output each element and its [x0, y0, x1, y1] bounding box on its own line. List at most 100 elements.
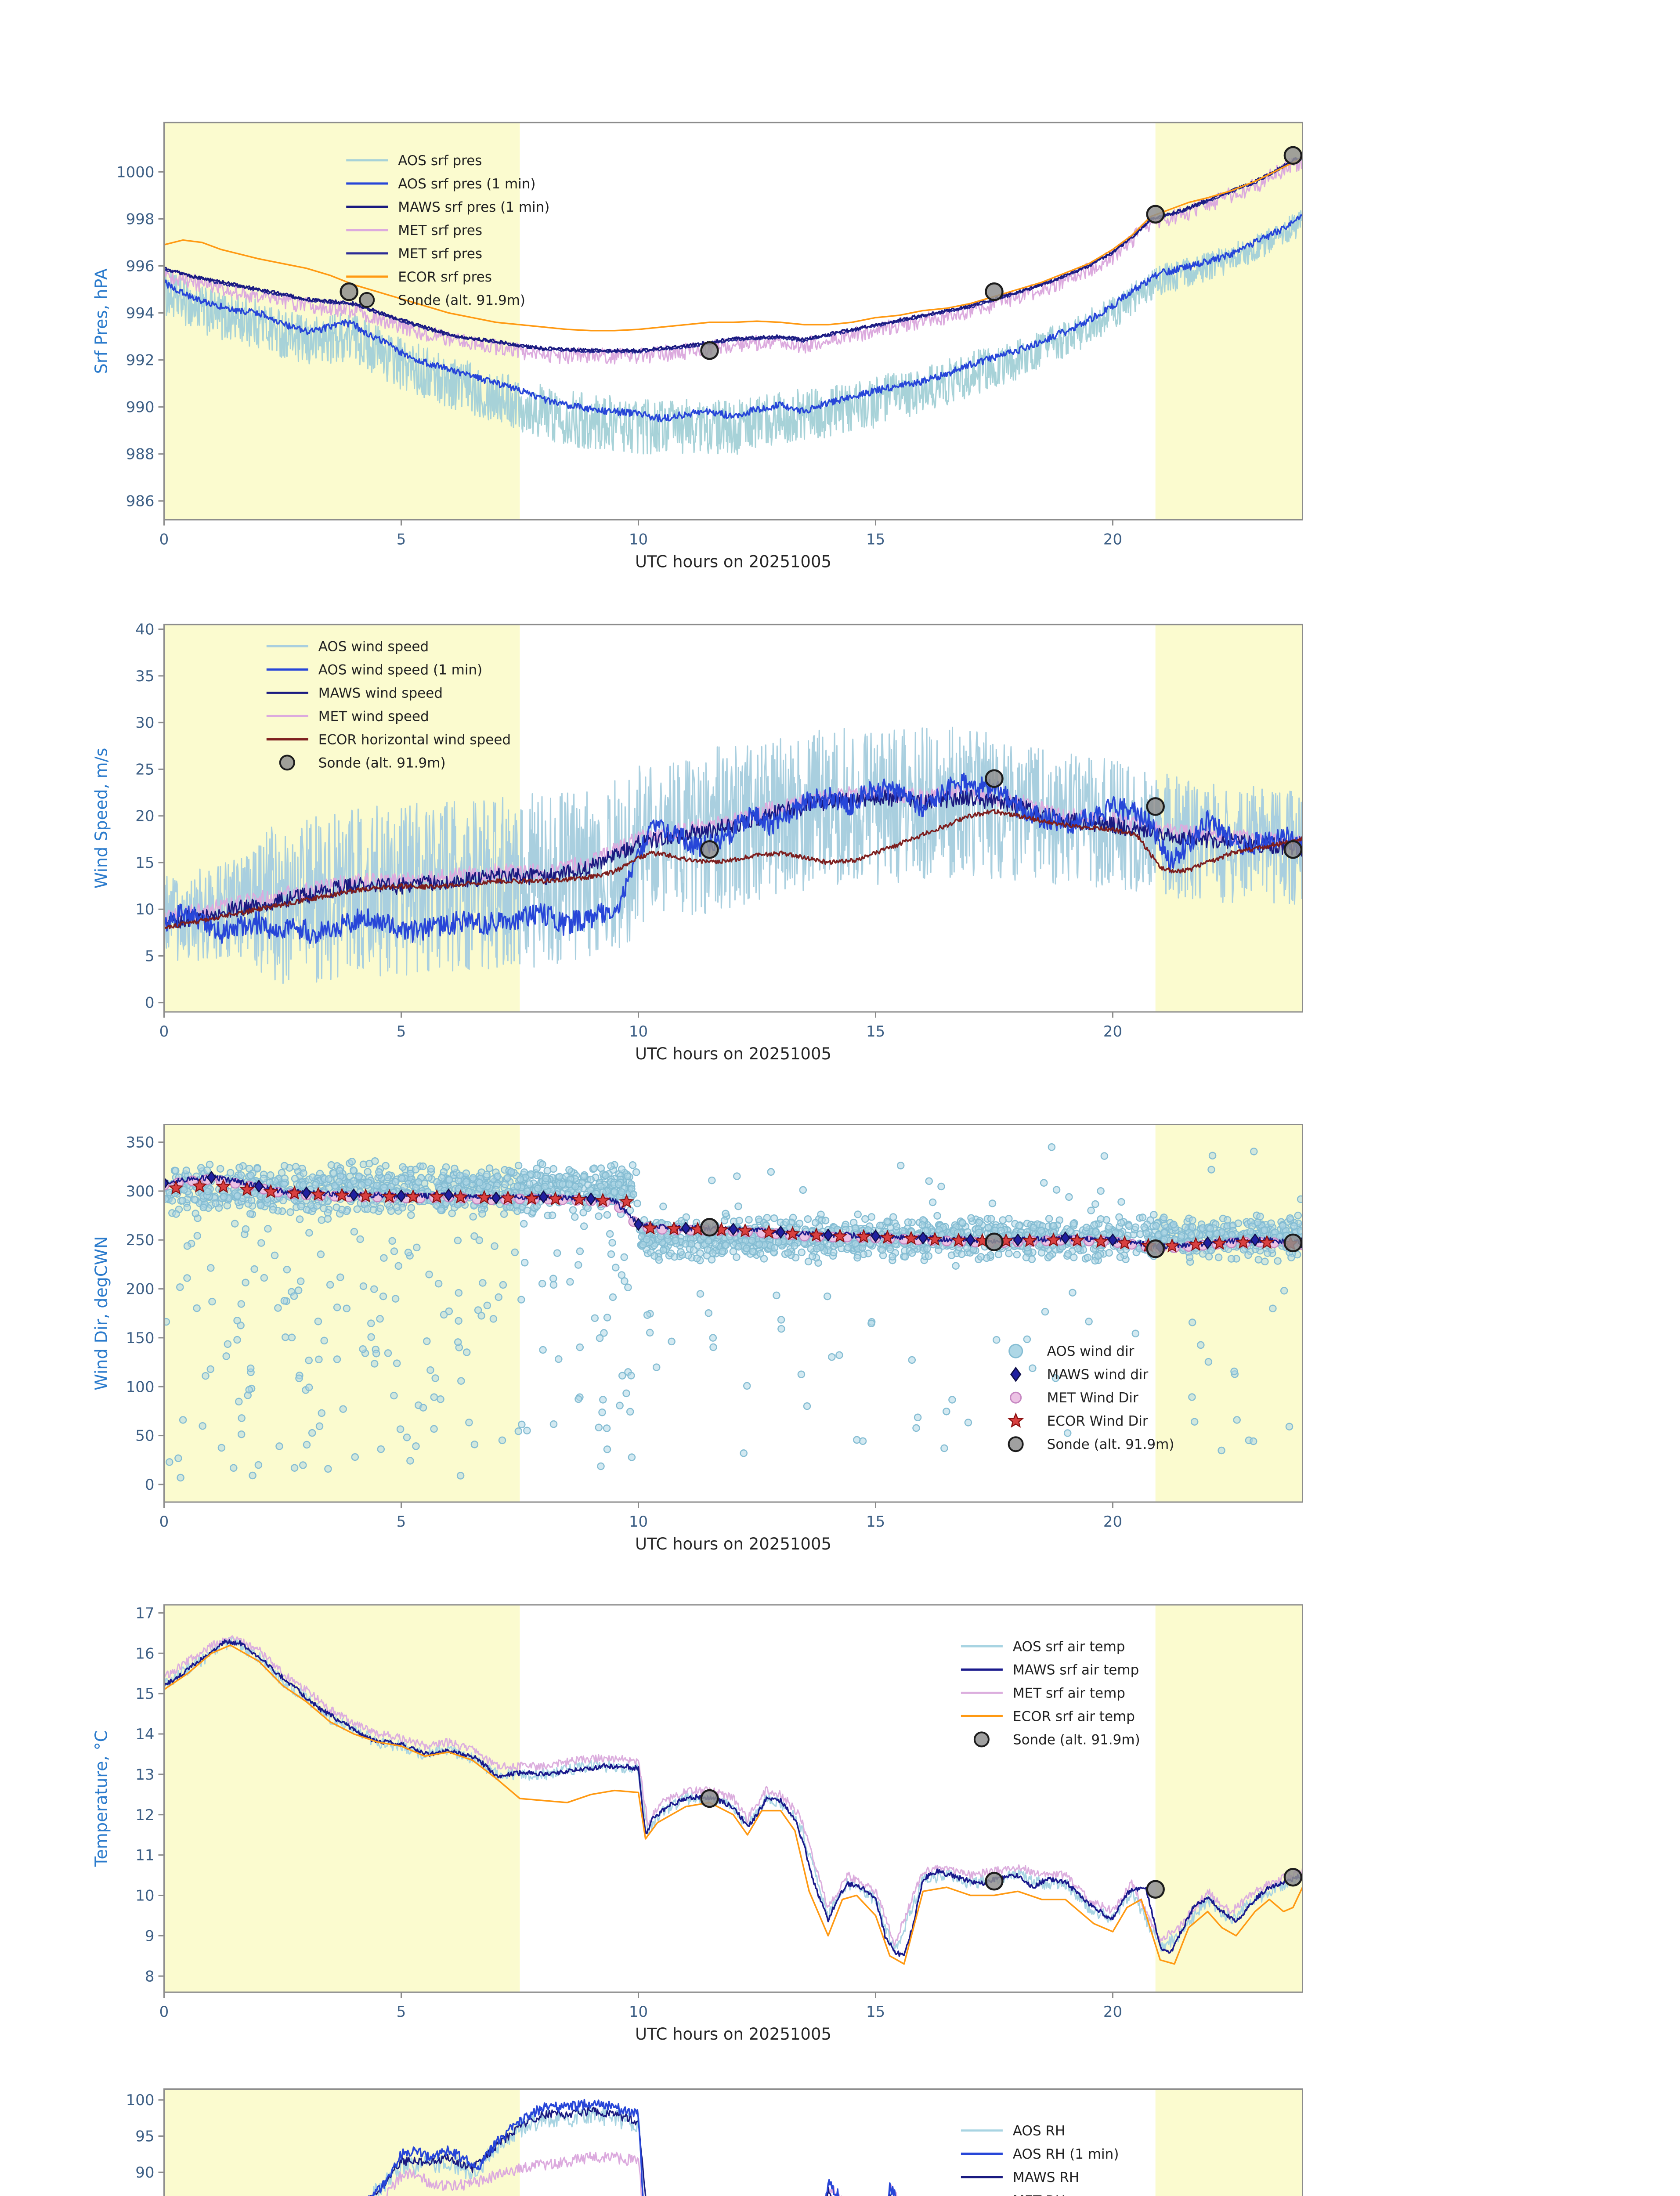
marker-circle	[350, 1228, 358, 1236]
marker-circle	[1190, 1418, 1199, 1426]
marker-circle	[622, 1389, 630, 1398]
marker-circle	[359, 1160, 368, 1169]
marker-circle	[430, 1393, 438, 1401]
marker-circle	[760, 1255, 768, 1263]
x-tick-label: 20	[1103, 1513, 1122, 1531]
chart-panel-relative-humidity: 0510152050556065707580859095100UTC hours…	[92, 2088, 1303, 2196]
marker-circle	[164, 1318, 170, 1326]
marker-circle	[379, 1292, 387, 1300]
marker-circle	[659, 1246, 668, 1254]
marker-circle	[475, 1236, 484, 1244]
marker-circle	[264, 1225, 272, 1233]
legend: AOS wind dir MAWS wind dir MET Wind Dir ECO…	[1008, 1344, 1174, 1452]
marker-circle	[350, 1177, 358, 1185]
marker-circle	[403, 1434, 411, 1441]
marker-circle	[1022, 1253, 1030, 1261]
marker-circle	[363, 1205, 372, 1213]
marker-circle	[358, 1181, 366, 1189]
marker-circle	[320, 1204, 328, 1213]
legend-sonde-glyph	[279, 755, 295, 771]
marker-circle	[305, 1356, 313, 1365]
marker-circle	[280, 1297, 289, 1305]
marker-circle	[392, 1178, 400, 1186]
marker-circle	[904, 1218, 912, 1226]
marker-circle	[349, 1166, 358, 1174]
marker-circle	[233, 1336, 241, 1344]
marker-circle	[770, 1244, 779, 1252]
marker-circle	[370, 1285, 378, 1293]
marker-circle	[183, 1203, 191, 1212]
marker-circle	[624, 1283, 632, 1292]
marker-circle	[380, 1254, 388, 1262]
marker-circle	[230, 1464, 238, 1472]
marker-circle	[1131, 1223, 1140, 1231]
marker-circle	[722, 1241, 730, 1249]
marker-circle	[257, 1239, 265, 1247]
marker-circle	[1197, 1341, 1205, 1349]
marker-circle	[603, 1211, 611, 1219]
marker-circle	[523, 1206, 531, 1214]
marker-circle	[514, 1427, 523, 1435]
marker-circle	[288, 1333, 296, 1342]
marker-circle	[1287, 1253, 1295, 1261]
marker-circle	[864, 1226, 872, 1234]
marker-circle	[305, 1383, 313, 1391]
marker-circle	[1138, 1214, 1147, 1221]
marker-circle	[655, 1256, 663, 1264]
marker-circle	[709, 1334, 717, 1342]
marker-circle	[748, 1236, 756, 1245]
marker-circle	[425, 1271, 433, 1279]
marker-circle	[1223, 1216, 1232, 1224]
sonde-marker	[985, 769, 1004, 788]
marker-circle	[534, 1185, 542, 1192]
marker-circle	[254, 1461, 263, 1469]
marker-circle	[318, 1409, 326, 1417]
legend-label: MET srf air temp	[1013, 1685, 1125, 1701]
marker-circle	[929, 1198, 937, 1206]
marker-circle	[224, 1340, 232, 1348]
marker-circle	[923, 1245, 931, 1253]
marker-circle	[343, 1304, 351, 1312]
marker-circle	[359, 1282, 368, 1290]
plot-area	[164, 146, 1303, 455]
marker-circle	[774, 1238, 783, 1246]
marker-circle	[993, 1336, 1001, 1344]
marker-circle	[235, 1398, 243, 1406]
marker-circle	[553, 1249, 561, 1257]
y-tick-label: 10	[135, 1887, 154, 1905]
marker-circle	[174, 1454, 182, 1463]
marker-circle	[274, 1304, 282, 1312]
marker-circle	[388, 1237, 396, 1245]
marker-circle	[1261, 1257, 1269, 1266]
marker-circle	[520, 1259, 529, 1267]
marker-circle	[207, 1264, 215, 1272]
marker-circle	[889, 1213, 897, 1221]
marker-circle	[311, 1181, 319, 1189]
plot-area	[164, 1143, 1303, 1482]
marker-circle	[1023, 1335, 1031, 1344]
y-tick-label: 250	[126, 1232, 155, 1249]
marker-circle	[773, 1291, 780, 1300]
marker-circle	[1029, 1364, 1037, 1372]
marker-circle	[260, 1274, 268, 1282]
marker-circle	[440, 1311, 448, 1319]
axes-box	[163, 122, 1303, 520]
marker-circle	[1185, 1253, 1194, 1261]
marker-circle	[242, 1225, 250, 1233]
y-tick-label: 988	[126, 446, 155, 463]
marker-circle	[269, 1206, 277, 1214]
sonde-marker	[700, 1789, 719, 1808]
marker-circle	[445, 1307, 453, 1315]
marker-circle	[574, 1261, 582, 1269]
marker-circle	[525, 1180, 534, 1188]
y-tick-label: 14	[135, 1726, 154, 1743]
shaded-region	[1155, 1124, 1303, 1502]
y-tick-label: 150	[126, 1329, 155, 1347]
legend-label: MAWS srf pres (1 min)	[398, 199, 549, 215]
marker-circle	[770, 1214, 778, 1222]
marker-circle	[333, 1355, 341, 1363]
legend-label: AOS srf pres	[398, 153, 482, 169]
marker-circle	[1206, 1224, 1214, 1233]
marker-circle	[283, 1265, 291, 1274]
x-tick-label: 20	[1103, 1023, 1122, 1040]
